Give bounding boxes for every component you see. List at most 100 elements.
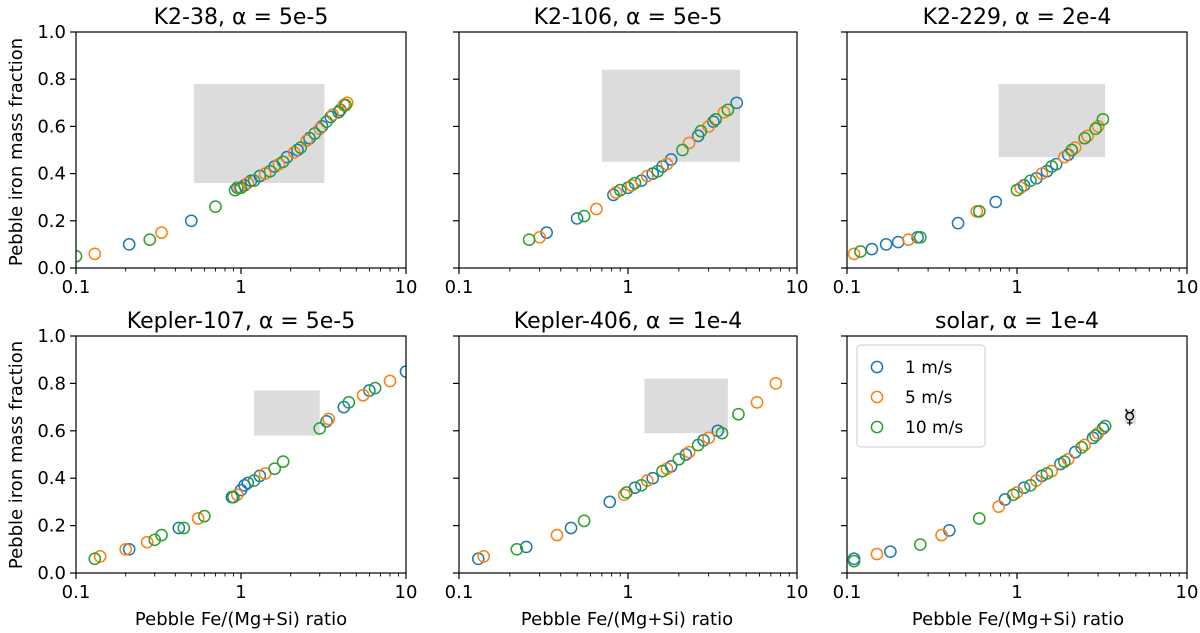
- scatter-point: [308, 127, 322, 140]
- y-tick-label: 0.4: [37, 164, 66, 185]
- scatter-point: [640, 169, 654, 183]
- scatter-point: [1078, 438, 1091, 452]
- scatter-point: [1068, 141, 1082, 154]
- scatter-point: [287, 146, 301, 159]
- panel-k2-38: K2-38, α = 5e-5 0.1 1 10 0.0 0.2 0.4 0.6 0.8 1.0: [37, 5, 417, 298]
- scatter-point: [1045, 160, 1059, 173]
- scatter-point: [1010, 183, 1024, 197]
- legend-frame: [856, 344, 986, 448]
- panel-kepler-107: Kepler-107, α = 5e-5 0.1 1 10 0.0 0.2 0.4 0.6 0.…: [37, 309, 417, 603]
- scatter-point: [276, 155, 290, 169]
- panel-k2-106: K2-106, α = 5e-5 0.1 1 10: [445, 5, 809, 298]
- x-tick-label: 10: [786, 277, 809, 298]
- scatter-point: [972, 512, 986, 525]
- y-tick-label: 0.6: [37, 421, 66, 442]
- scatter-point: [88, 247, 102, 261]
- scatter-point: [691, 438, 705, 452]
- axes-frame: [75, 335, 407, 574]
- scatter-point: [730, 96, 744, 110]
- scatter-point: [368, 381, 382, 395]
- scatter-point: [122, 238, 136, 251]
- scatter-point: [263, 164, 277, 178]
- scatter-point: [750, 396, 764, 409]
- scatter-point: [143, 233, 157, 247]
- x-tick-label: 1: [235, 582, 246, 603]
- x-tick-label: 1: [622, 582, 633, 603]
- scatter-point: [847, 247, 861, 261]
- panel-title: K2-229, α = 2e-4: [923, 5, 1112, 30]
- scatter-point: [477, 550, 491, 563]
- scatter-point: [702, 431, 715, 445]
- composition-box: [998, 83, 1106, 158]
- panel-title: Kepler-406, α = 1e-4: [514, 309, 742, 334]
- scatter-point: [707, 115, 720, 129]
- scatter-point: [227, 490, 240, 504]
- markers: [88, 365, 406, 566]
- scatter-point: [884, 545, 897, 559]
- scatter-point: [935, 528, 948, 542]
- y-axis-label-bottom: Pebble iron mass fraction: [6, 341, 27, 569]
- y-axis-label-top: Pebble iron mass fraction: [6, 38, 27, 266]
- scatter-point: [721, 103, 735, 117]
- panel-title: solar, α = 1e-4: [935, 309, 1099, 334]
- x-axis-label-middle: Pebble Fe/(Mg+Si) ratio: [521, 609, 733, 630]
- scatter-point: [656, 464, 669, 478]
- scatter-point: [510, 542, 524, 556]
- legend-entry: 5 m/s: [905, 388, 953, 408]
- scatter-point: [891, 235, 905, 249]
- x-tick-label: 0.1: [833, 582, 862, 603]
- scatter-point: [383, 374, 397, 388]
- x-tick-label: 10: [1176, 582, 1199, 603]
- x-tick-label: 10: [1176, 277, 1199, 298]
- scatter-point: [234, 181, 248, 195]
- y-tick-label: 0.0: [37, 563, 66, 584]
- scatter-point: [339, 98, 352, 112]
- scatter-point: [715, 426, 729, 440]
- scatter-point: [1075, 441, 1088, 454]
- scatter-point: [613, 183, 627, 197]
- scatter-point: [625, 179, 638, 192]
- scatter-point: [847, 554, 861, 568]
- scatter-point: [322, 412, 336, 426]
- scatter-point: [1065, 143, 1079, 157]
- scatter-point: [590, 202, 603, 216]
- scatter-point: [247, 174, 261, 188]
- scatter-point: [550, 528, 564, 542]
- scatter-point: [1058, 455, 1071, 468]
- scatter-point: [617, 488, 631, 502]
- scatter-point: [122, 542, 136, 556]
- x-tick-label: 0.1: [62, 582, 91, 603]
- scatter-point: [1081, 129, 1094, 143]
- scatter-point: [172, 521, 186, 535]
- scatter-point: [268, 462, 282, 476]
- markers: [847, 419, 1112, 568]
- x-tick-label: 1: [235, 277, 246, 298]
- panel-kepler-406: Kepler-406, α = 1e-4 0.1 1 10: [445, 309, 809, 603]
- mercury-icon: ☿: [1124, 405, 1136, 429]
- scatter-point: [198, 509, 211, 523]
- scatter-point: [603, 495, 617, 509]
- y-tick-label: 0.4: [37, 468, 66, 489]
- legend-marker: [870, 360, 884, 374]
- y-tick-label: 0.8: [37, 69, 66, 90]
- scatter-point: [635, 478, 648, 492]
- scatter-point: [276, 455, 290, 468]
- scatter-point: [1058, 150, 1071, 164]
- legend-entry: 1 m/s: [905, 358, 953, 378]
- scatter-point: [682, 445, 696, 459]
- composition-box: [194, 83, 325, 184]
- x-tick-label: 0.1: [445, 277, 474, 298]
- scatter-point: [1024, 478, 1037, 492]
- panel-title: Kepler-107, α = 5e-5: [127, 309, 355, 334]
- x-axis-label-right: Pebble Fe/(Mg+Si) ratio: [912, 609, 1124, 630]
- scatter-point: [865, 242, 879, 256]
- y-tick-label: 1.0: [37, 326, 66, 347]
- scatter-point: [88, 552, 102, 566]
- y-tick-label: 0.0: [37, 258, 66, 279]
- scatter-point: [356, 388, 370, 402]
- scatter-point: [1096, 422, 1110, 435]
- scatter-point: [854, 245, 867, 258]
- scatter-point: [1040, 467, 1054, 480]
- x-tick-label: 1: [1011, 582, 1022, 603]
- scatter-point: [564, 521, 578, 535]
